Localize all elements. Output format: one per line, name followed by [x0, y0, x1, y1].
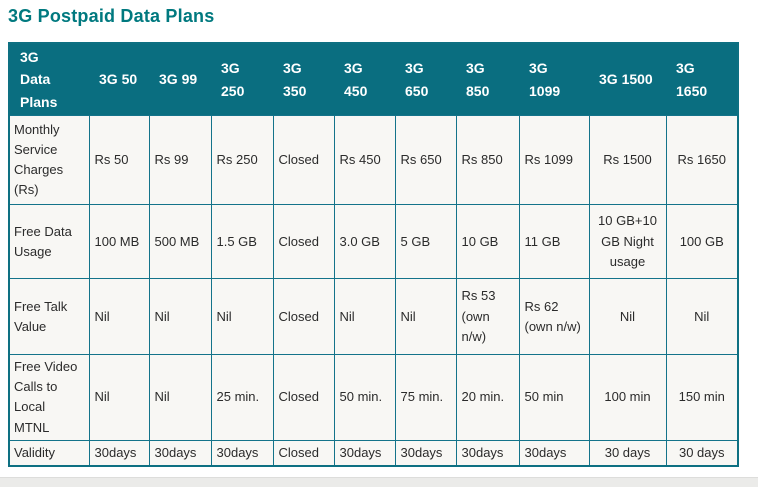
table-cell: 1.5 GB: [210, 204, 274, 280]
table-cell: Nil: [148, 278, 212, 356]
table-cell: Rs 1500: [588, 115, 667, 206]
table-cell: 50 min.: [333, 354, 396, 441]
plan-column-header: 3G 1650: [666, 43, 738, 116]
table-cell: 30 days: [665, 439, 739, 467]
plan-column-header: 3G 1099: [519, 43, 589, 116]
table-cell: 100 min: [588, 354, 667, 441]
table-row: Free Video Calls to Local MTNL Nil Nil 25 m…: [8, 354, 739, 441]
table-cell: Closed: [272, 439, 335, 467]
table-cell: 3.0 GB: [333, 204, 396, 280]
table-cell: Nil: [88, 354, 150, 441]
plan-column-header: 3G 250: [211, 43, 273, 116]
table-cell: 150 min: [665, 354, 739, 441]
plan-column-header: 3G 650: [395, 43, 456, 116]
table-cell: Closed: [272, 204, 335, 280]
plan-column-header: 3G 1500: [589, 43, 666, 116]
table-cell: 30days: [333, 439, 396, 467]
table-cell: 20 min.: [455, 354, 520, 441]
table-row: Validity 30days 30days 30days Closed 30days 30…: [8, 439, 739, 467]
table-cell: Nil: [333, 278, 396, 356]
table-cell: Rs 850: [455, 115, 520, 206]
table-cell: Rs 1650: [665, 115, 739, 206]
plan-column-header: 3G 850: [456, 43, 519, 116]
table-cell: 30days: [148, 439, 212, 467]
plan-column-header: 3G 450: [334, 43, 395, 116]
plan-column-header: 3G 99: [149, 43, 211, 116]
table-row: Monthly Service Charges (Rs) Rs 50 Rs 99 Rs…: [8, 115, 739, 206]
table-header-row: 3G Data Plans 3G 50 3G 99 3G 250 3G 350 3G 45…: [9, 43, 738, 116]
table-cell: Nil: [148, 354, 212, 441]
table-cell: 11 GB: [518, 204, 590, 280]
table-cell: 30days: [394, 439, 457, 467]
page-title: 3G Postpaid Data Plans: [8, 6, 215, 26]
table-cell: Rs 50: [88, 115, 150, 206]
corner-header: 3G Data Plans: [9, 43, 89, 116]
table-cell: 30days: [518, 439, 590, 467]
page: 3G Postpaid Data Plans 3G Data Plans 3G 5…: [0, 6, 758, 487]
plan-column-header: 3G 50: [89, 43, 149, 116]
table-cell: 50 min: [518, 354, 590, 441]
table-cell: Rs 53 (own n/w): [455, 278, 520, 356]
table-cell: Nil: [588, 278, 667, 356]
table-row: Free Data Usage 100 MB 500 MB 1.5 GB Closed 3…: [8, 204, 739, 280]
table-cell: Closed: [272, 115, 335, 206]
plan-column-header: 3G 350: [273, 43, 334, 116]
table-row: Free Talk Value Nil Nil Nil Closed Nil Nil Rs 5…: [8, 278, 739, 356]
table-head: 3G Data Plans 3G 50 3G 99 3G 250 3G 350 3G 45…: [9, 43, 738, 116]
table-cell: Nil: [665, 278, 739, 356]
table-cell: 100 MB: [88, 204, 150, 280]
table-cell: 30days: [88, 439, 150, 467]
table-cell: 10 GB: [455, 204, 520, 280]
bottom-divider: [0, 477, 758, 487]
table-cell: Rs 99: [148, 115, 212, 206]
plans-table: 3G Data Plans 3G 50 3G 99 3G 250 3G 350 3G 45…: [8, 42, 739, 468]
table-cell: 25 min.: [210, 354, 274, 441]
table-cell: Rs 1099: [518, 115, 590, 206]
table-cell: Closed: [272, 278, 335, 356]
table-body: Monthly Service Charges (Rs) Rs 50 Rs 99 Rs…: [8, 115, 739, 467]
row-label: Monthly Service Charges (Rs): [8, 115, 90, 206]
table-cell: 5 GB: [394, 204, 457, 280]
table-cell: Rs 250: [210, 115, 274, 206]
table-cell: Nil: [210, 278, 274, 356]
table-cell: 30 days: [588, 439, 667, 467]
table-cell: Closed: [272, 354, 335, 441]
table-cell: 30days: [210, 439, 274, 467]
row-label: Validity: [8, 439, 90, 467]
table-cell: Rs 450: [333, 115, 396, 206]
table-cell: 100 GB: [665, 204, 739, 280]
table-cell: Nil: [394, 278, 457, 356]
table-cell: 10 GB+10 GB Night usage: [588, 204, 667, 280]
table-cell: Rs 650: [394, 115, 457, 206]
table-cell: 500 MB: [148, 204, 212, 280]
table-cell: 75 min.: [394, 354, 457, 441]
row-label: Free Data Usage: [8, 204, 90, 280]
row-label: Free Video Calls to Local MTNL: [8, 354, 90, 441]
table-cell: Rs 62 (own n/w): [518, 278, 590, 356]
table-cell: Nil: [88, 278, 150, 356]
row-label: Free Talk Value: [8, 278, 90, 356]
table-cell: 30days: [455, 439, 520, 467]
